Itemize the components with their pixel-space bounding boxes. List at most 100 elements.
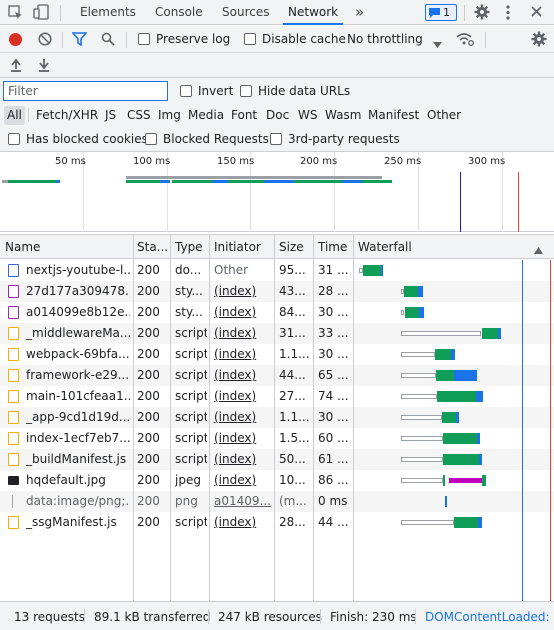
table-row[interactable]: _ssgManifest.js 200 script (index) 28... 44 .…: [0, 512, 554, 533]
inspect-element-icon[interactable]: [8, 5, 23, 20]
column-header-status[interactable]: Sta...: [137, 240, 169, 254]
waterfall-waiting-bar: [443, 454, 479, 465]
table-row[interactable]: a014099e8b12e... 200 sty... (index) 84... 30 …: [0, 302, 554, 323]
request-status: 200: [137, 494, 160, 508]
close-devtools-icon[interactable]: [530, 5, 543, 18]
import-har-icon[interactable]: [10, 58, 22, 72]
type-filter-other[interactable]: Other: [427, 108, 462, 122]
type-filter-media[interactable]: Media: [188, 108, 225, 122]
request-initiator[interactable]: (index): [214, 515, 257, 529]
filter-icon[interactable]: [71, 32, 88, 47]
sort-ascending-icon[interactable]: [534, 243, 543, 254]
more-options-icon[interactable]: [506, 5, 510, 20]
type-filter-js[interactable]: JS: [105, 108, 117, 122]
request-initiator[interactable]: (index): [214, 326, 257, 340]
waterfall-download-bar: [478, 517, 482, 528]
request-time: 33 ...: [318, 326, 349, 340]
waterfall-queue-bar: [401, 310, 404, 315]
tab-sources[interactable]: Sources: [222, 5, 270, 19]
table-row[interactable]: framework-e29... 200 script (index) 44... 65 …: [0, 365, 554, 386]
disable-cache-checkbox[interactable]: [244, 33, 256, 45]
column-header-initiator[interactable]: Initiator: [214, 240, 261, 254]
waterfall-waiting-bar: [442, 412, 456, 423]
request-initiator[interactable]: (index): [214, 410, 257, 424]
waterfall-waiting-bar: [482, 475, 486, 486]
request-initiator[interactable]: a01409...: [214, 494, 271, 508]
request-name: main-101cfeaa1...: [26, 389, 130, 403]
request-time: 30 ...: [318, 347, 349, 361]
column-header-name[interactable]: Name: [5, 240, 41, 254]
type-filter-fetch-xhr[interactable]: Fetch/XHR: [36, 108, 99, 122]
search-icon[interactable]: [101, 32, 115, 46]
request-type: do...: [175, 263, 202, 277]
request-size: 50...: [279, 452, 306, 466]
request-initiator[interactable]: (index): [214, 452, 257, 466]
column-header-size[interactable]: Size: [279, 240, 304, 254]
table-row[interactable]: _buildManifest.js 200 script (index) 50... 61…: [0, 449, 554, 470]
record-icon[interactable]: [9, 33, 22, 46]
request-name: index-1ecf7eb7...: [26, 431, 130, 445]
request-initiator[interactable]: (index): [214, 368, 257, 382]
issues-badge[interactable]: 1: [425, 4, 457, 21]
table-row[interactable]: data:image/png;... 200 png a01409... (m... 0 …: [0, 491, 554, 512]
column-header-type[interactable]: Type: [175, 240, 203, 254]
table-row[interactable]: _app-9cd1d19d... 200 script (index) 1.1... 30…: [0, 407, 554, 428]
type-filter-wasm[interactable]: Wasm: [325, 108, 362, 122]
tab-network[interactable]: Network: [283, 0, 344, 25]
waterfall-waiting-bar: [363, 265, 381, 276]
invert-checkbox[interactable]: [180, 85, 192, 97]
type-filter-img[interactable]: Img: [158, 108, 181, 122]
resources-size: 247 kB resources: [218, 610, 322, 624]
column-header-waterfall[interactable]: Waterfall: [358, 240, 412, 254]
request-initiator[interactable]: (index): [214, 389, 257, 403]
request-size: 28...: [279, 515, 306, 529]
type-filter-font[interactable]: Font: [231, 108, 258, 122]
request-status: 200: [137, 389, 160, 403]
has-blocked-cookies-checkbox[interactable]: [8, 133, 20, 145]
request-status: 200: [137, 368, 160, 382]
table-row[interactable]: nextjs-youtube-l... 200 do... Other 95... 31 …: [0, 260, 554, 281]
throttling-select[interactable]: No throttling: [347, 32, 423, 46]
table-row[interactable]: _middlewareMa... 200 script (index) 31... 33 …: [0, 323, 554, 344]
request-size: 10...: [279, 473, 306, 487]
table-row[interactable]: webpack-69bfa... 200 script (index) 1.1... 30…: [0, 344, 554, 365]
tab-elements[interactable]: Elements: [80, 5, 136, 19]
type-filter-doc[interactable]: Doc: [266, 108, 290, 122]
preserve-log-checkbox[interactable]: [138, 33, 150, 45]
request-initiator[interactable]: (index): [214, 305, 257, 319]
table-row[interactable]: index-1ecf7eb7... 200 script (index) 1.5... 6…: [0, 428, 554, 449]
column-header-time[interactable]: Time: [318, 240, 348, 254]
type-filter-ws[interactable]: WS: [298, 108, 318, 122]
type-filter-all[interactable]: All: [4, 106, 25, 125]
chevron-down-icon[interactable]: [433, 37, 442, 48]
waterfall-download-bar: [477, 433, 480, 444]
network-settings-gear-icon[interactable]: [531, 31, 547, 47]
hide-data-urls-checkbox[interactable]: [240, 85, 252, 97]
export-har-icon[interactable]: [38, 58, 50, 72]
third-party-requests-checkbox[interactable]: [270, 133, 282, 145]
request-initiator[interactable]: (index): [214, 431, 257, 445]
request-initiator[interactable]: (index): [214, 284, 257, 298]
waterfall-waiting-bar: [435, 349, 451, 360]
request-status: 200: [137, 263, 160, 277]
request-initiator[interactable]: (index): [214, 473, 257, 487]
table-row[interactable]: main-101cfeaa1... 200 script (index) 27... 74…: [0, 386, 554, 407]
tab-console[interactable]: Console: [155, 5, 203, 19]
clear-icon[interactable]: [38, 32, 52, 46]
device-toolbar-icon[interactable]: [33, 4, 50, 20]
network-conditions-icon[interactable]: [456, 32, 474, 46]
more-tabs-button[interactable]: »: [355, 3, 365, 21]
request-initiator[interactable]: (index): [214, 347, 257, 361]
css-file-icon: [8, 285, 19, 298]
network-overview-timeline[interactable]: 50 ms 100 ms 150 ms 200 ms 250 ms 300 ms: [0, 152, 554, 232]
settings-gear-icon[interactable]: [474, 4, 490, 20]
overview-bar: [362, 180, 392, 183]
waterfall-download-bar: [418, 286, 423, 297]
type-filter-css[interactable]: CSS: [127, 108, 151, 122]
filter-input[interactable]: [3, 81, 168, 101]
overview-bar: [342, 180, 362, 183]
table-row[interactable]: hqdefault.jpg 200 jpeg (index) 10... 86 ...: [0, 470, 554, 491]
type-filter-manifest[interactable]: Manifest: [368, 108, 420, 122]
table-row[interactable]: 27d177a309478... 200 sty... (index) 43... 28 …: [0, 281, 554, 302]
blocked-requests-checkbox[interactable]: [145, 133, 157, 145]
